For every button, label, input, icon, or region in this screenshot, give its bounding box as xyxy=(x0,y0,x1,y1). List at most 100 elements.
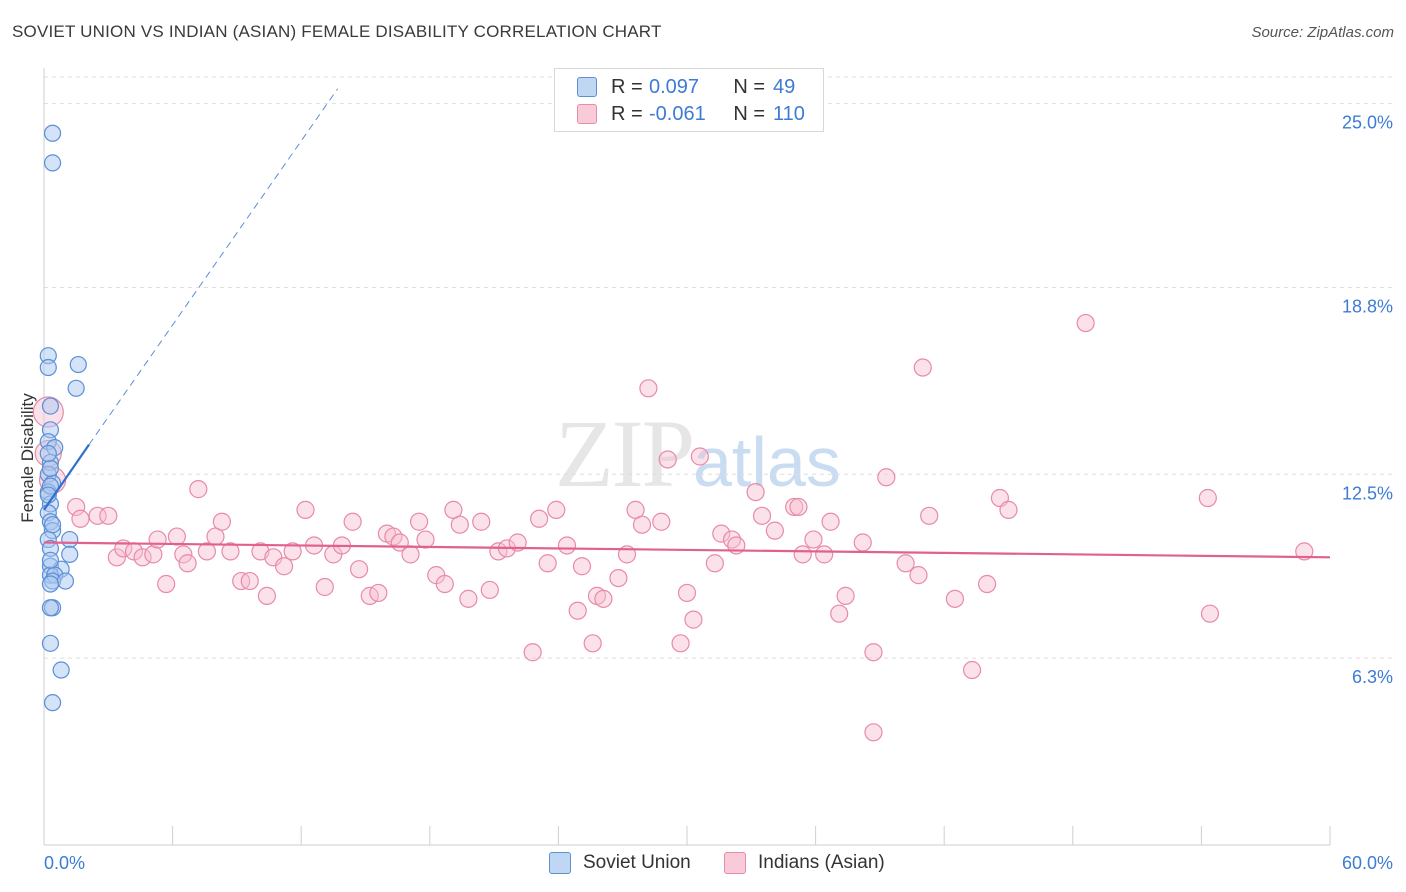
soviet-union-point xyxy=(41,459,60,477)
legend-r-label: R = xyxy=(611,102,643,125)
soviet-union-point xyxy=(41,599,60,617)
y-tick-label: 25.0% xyxy=(1342,113,1393,133)
indians-asian-swatch xyxy=(577,104,597,124)
indians-asian-point xyxy=(913,358,932,377)
soviet-union-legend-label: Soviet Union xyxy=(583,852,691,873)
indians-asian-point xyxy=(315,577,334,597)
legend-item-indians-asian[interactable]: Indians (Asian) xyxy=(724,852,885,874)
indians-asian-point xyxy=(804,530,823,549)
indians-asian-point xyxy=(658,450,677,469)
indians-asian-point xyxy=(530,509,549,528)
watermark: ZIPatlas xyxy=(555,398,841,509)
indians-asian-legend-swatch xyxy=(724,852,746,874)
watermark-zip: ZIP xyxy=(555,400,695,507)
legend-r-value: -0.061 xyxy=(649,102,706,125)
indians-asian-points xyxy=(32,313,1314,742)
indians-asian-point xyxy=(480,580,499,600)
indians-asian-point xyxy=(450,515,469,534)
stats-legend: R = 0.097 N = 49 R = -0.061 N = 110 xyxy=(554,68,824,132)
legend-r-label: R = xyxy=(611,75,643,98)
soviet-union-point xyxy=(39,358,57,377)
indians-asian-point xyxy=(1198,488,1217,508)
indians-asian-point xyxy=(785,497,804,517)
legend-n-label: N = xyxy=(733,102,765,125)
soviet-union-point xyxy=(52,661,70,679)
indians-asian-point xyxy=(652,512,671,531)
soviet-union-point xyxy=(61,545,79,563)
indians-asian-point xyxy=(221,542,240,561)
indians-asian-point xyxy=(705,554,724,573)
indians-asian-point xyxy=(133,548,152,567)
indians-asian-point xyxy=(1076,313,1095,333)
soviet-union-point xyxy=(67,379,85,397)
indians-asian-point xyxy=(88,506,107,525)
indians-asian-point xyxy=(690,447,709,466)
soviet-union-point xyxy=(43,516,62,534)
legend-r-value: 0.097 xyxy=(649,75,700,98)
indians-asian-point xyxy=(409,512,429,531)
indians-asian-point xyxy=(257,586,277,605)
indians-asian-point xyxy=(594,589,613,608)
indians-asian-point xyxy=(67,497,86,517)
indians-asian-point xyxy=(416,530,435,549)
indians-asian-point xyxy=(148,530,167,549)
indians-asian-point xyxy=(677,583,697,603)
series-legend: Soviet Union Indians (Asian) xyxy=(0,852,1406,876)
indians-asian-point xyxy=(864,643,883,662)
indians-asian-point xyxy=(632,515,652,534)
indians-asian-point xyxy=(547,500,566,519)
soviet-union-point xyxy=(69,355,87,374)
tick-labels: 6.3% 12.5% 18.8% 25.0% 0.0% 60.0% xyxy=(44,113,1393,873)
indians-asian-point xyxy=(977,574,997,594)
indians-asian-point xyxy=(189,480,208,499)
axes xyxy=(43,68,1331,846)
soviet-union-point xyxy=(61,530,79,549)
indians-asian-point xyxy=(909,566,928,585)
indians-asian-point xyxy=(962,660,982,680)
legend-n-value: 110 xyxy=(773,102,805,125)
x-tick-label: 60.0% xyxy=(1342,853,1393,873)
indians-asian-point xyxy=(671,634,690,653)
soviet-union-swatch xyxy=(577,77,597,97)
indians-asian-point xyxy=(877,468,896,487)
soviet-union-point xyxy=(41,551,60,569)
watermark-atlas: atlas xyxy=(693,423,841,501)
x-tick-label: 0.0% xyxy=(44,853,85,873)
chart-title: SOVIET UNION VS INDIAN (ASIAN) FEMALE DI… xyxy=(12,22,662,41)
legend-row-soviet-union: R = 0.097 N = 49 xyxy=(577,74,817,100)
indians-asian-point xyxy=(999,500,1018,519)
indians-asian-point xyxy=(853,533,872,552)
indians-asian-point xyxy=(435,574,454,594)
y-tick-label: 18.8% xyxy=(1342,296,1393,316)
legend-n-value: 49 xyxy=(773,75,796,98)
soviet-union-point xyxy=(43,154,62,172)
indians-asian-point xyxy=(107,548,126,567)
indians-asian-point xyxy=(836,586,855,605)
indians-asian-point xyxy=(240,571,259,591)
indians-asian-point xyxy=(71,509,90,528)
indians-asian-point xyxy=(212,512,231,531)
soviet-union-legend-swatch xyxy=(549,852,571,874)
indians-asian-point xyxy=(459,589,478,608)
indians-asian-point xyxy=(684,610,703,629)
legend-n-label: N = xyxy=(733,75,765,98)
indians-asian-point xyxy=(508,533,527,552)
indians-asian-point xyxy=(765,521,784,540)
indians-asian-point xyxy=(1200,604,1220,623)
indians-asian-point xyxy=(639,379,658,398)
soviet-union-point xyxy=(39,444,57,463)
indians-asian-point xyxy=(568,601,587,620)
indians-asian-point xyxy=(197,542,216,561)
indians-asian-point xyxy=(178,554,197,573)
legend-item-soviet-union[interactable]: Soviet Union xyxy=(549,852,691,874)
indians-asian-point xyxy=(830,604,849,623)
indians-asian-point xyxy=(712,524,731,543)
soviet-union-trend-dashed xyxy=(88,88,339,445)
indians-asian-point xyxy=(523,643,542,662)
indians-asian-point xyxy=(296,500,315,519)
soviet-union-points xyxy=(39,124,87,712)
soviet-union-trend-line xyxy=(43,444,90,511)
indians-asian-point xyxy=(538,554,557,573)
legend-row-indians-asian: R = -0.061 N = 110 xyxy=(577,101,817,127)
